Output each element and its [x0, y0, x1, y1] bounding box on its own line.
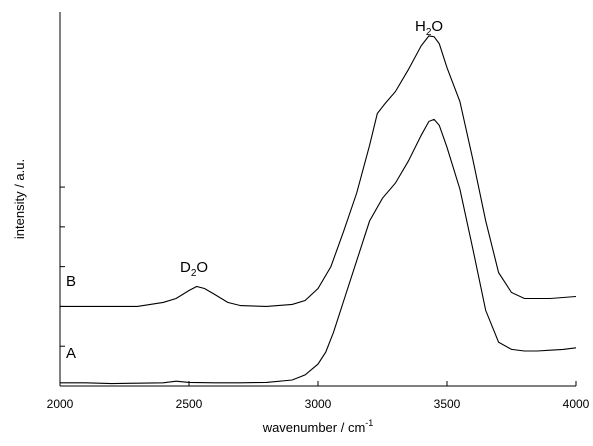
x-tick-label: 3000: [305, 397, 332, 411]
series-layer: [60, 35, 577, 385]
peak-label-d2o-tail: O: [196, 259, 208, 276]
x-tick-label: 4000: [563, 397, 590, 411]
x-axis-title-text: wavenumber / cm: [262, 420, 366, 435]
peak-label-d2o: D2O: [180, 259, 208, 279]
peak-label-h2o: H2O: [415, 18, 443, 38]
y-axis-title: intensity / a.u.: [12, 159, 27, 239]
x-axis-title: wavenumber / cm-1: [262, 418, 374, 435]
peak-label-h2o-main: H: [415, 18, 426, 35]
series-line-a: [60, 118, 577, 385]
series-label-b: B: [66, 273, 76, 290]
peak-label-h2o-tail: O: [431, 18, 443, 35]
peak-label-d2o-sub: 2: [191, 268, 197, 279]
x-tick-label: 2000: [47, 397, 74, 411]
series-label-a: A: [66, 345, 76, 362]
x-ticks: 2000 2500 3000 3500 4000: [47, 381, 590, 411]
x-tick-label: 2500: [176, 397, 203, 411]
y-ticks: [60, 186, 65, 387]
axes: [59, 12, 576, 387]
peak-label-d2o-main: D: [180, 259, 191, 276]
series-line-b: [60, 35, 577, 307]
x-axis-title-sup: -1: [365, 418, 373, 428]
x-tick-label: 3500: [434, 397, 461, 411]
peak-label-h2o-sub: 2: [426, 27, 432, 38]
